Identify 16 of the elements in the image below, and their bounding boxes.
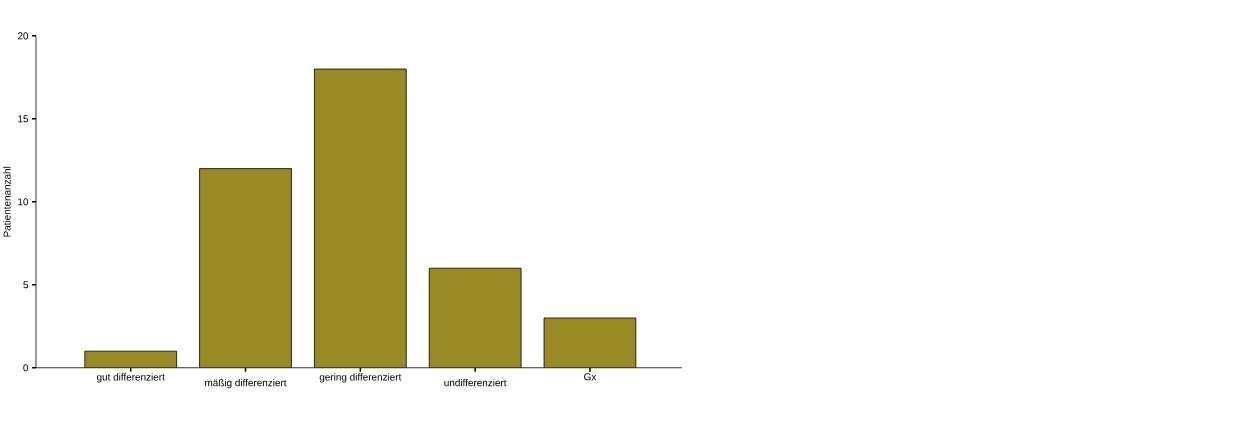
y-tick-label: 20 — [17, 32, 29, 40]
x-tick-label: mäßig differenziert — [205, 379, 287, 389]
x-tick-label: gut differenziert — [96, 373, 165, 383]
x-tick-label: Gx — [584, 373, 597, 381]
y-tick-label: 0 — [23, 364, 29, 372]
bar — [429, 268, 522, 368]
bar — [199, 168, 292, 368]
bar — [314, 69, 407, 368]
bar — [543, 317, 637, 368]
y-axis-title: Patientenanzahl — [3, 167, 11, 237]
y-tick-label: 15 — [18, 115, 29, 123]
y-tick-label: 10 — [18, 198, 29, 206]
y-tick-label: 5 — [23, 281, 29, 289]
x-tick-label: gering differenziert — [319, 373, 402, 383]
bar — [84, 351, 177, 368]
x-tick-label: undifferenziert — [444, 379, 507, 387]
